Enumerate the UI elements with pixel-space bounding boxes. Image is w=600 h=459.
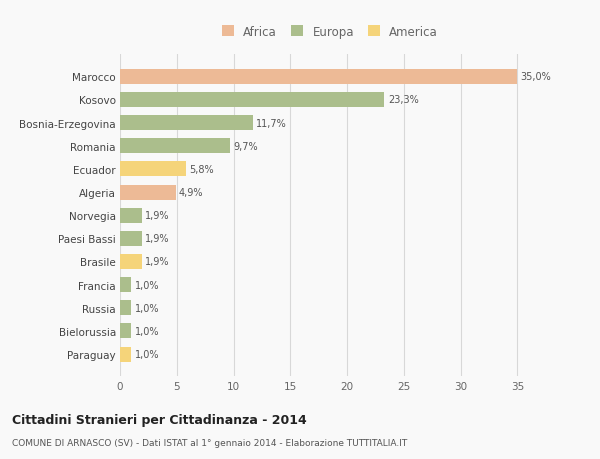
Bar bbox=[120, 162, 186, 177]
Text: 35,0%: 35,0% bbox=[521, 72, 551, 82]
Bar bbox=[120, 116, 253, 131]
Text: 1,0%: 1,0% bbox=[135, 280, 159, 290]
Text: 1,0%: 1,0% bbox=[135, 349, 159, 359]
Bar bbox=[120, 93, 385, 108]
Text: 4,9%: 4,9% bbox=[179, 188, 203, 198]
Text: 5,8%: 5,8% bbox=[189, 165, 214, 174]
Text: 23,3%: 23,3% bbox=[388, 95, 419, 105]
Text: Cittadini Stranieri per Cittadinanza - 2014: Cittadini Stranieri per Cittadinanza - 2… bbox=[12, 413, 307, 426]
Bar bbox=[120, 139, 230, 154]
Text: 1,9%: 1,9% bbox=[145, 257, 169, 267]
Bar bbox=[120, 185, 176, 200]
Bar bbox=[120, 301, 131, 316]
Text: COMUNE DI ARNASCO (SV) - Dati ISTAT al 1° gennaio 2014 - Elaborazione TUTTITALIA: COMUNE DI ARNASCO (SV) - Dati ISTAT al 1… bbox=[12, 438, 407, 448]
Text: 1,9%: 1,9% bbox=[145, 211, 169, 221]
Bar bbox=[120, 208, 142, 223]
Text: 1,9%: 1,9% bbox=[145, 234, 169, 244]
Text: 1,0%: 1,0% bbox=[135, 326, 159, 336]
Legend: Africa, Europa, America: Africa, Europa, America bbox=[222, 26, 438, 39]
Bar bbox=[120, 278, 131, 292]
Text: 1,0%: 1,0% bbox=[135, 303, 159, 313]
Bar bbox=[120, 254, 142, 269]
Bar bbox=[120, 231, 142, 246]
Text: 9,7%: 9,7% bbox=[233, 141, 258, 151]
Text: 11,7%: 11,7% bbox=[256, 118, 287, 129]
Bar bbox=[120, 70, 517, 85]
Bar bbox=[120, 347, 131, 362]
Bar bbox=[120, 324, 131, 339]
